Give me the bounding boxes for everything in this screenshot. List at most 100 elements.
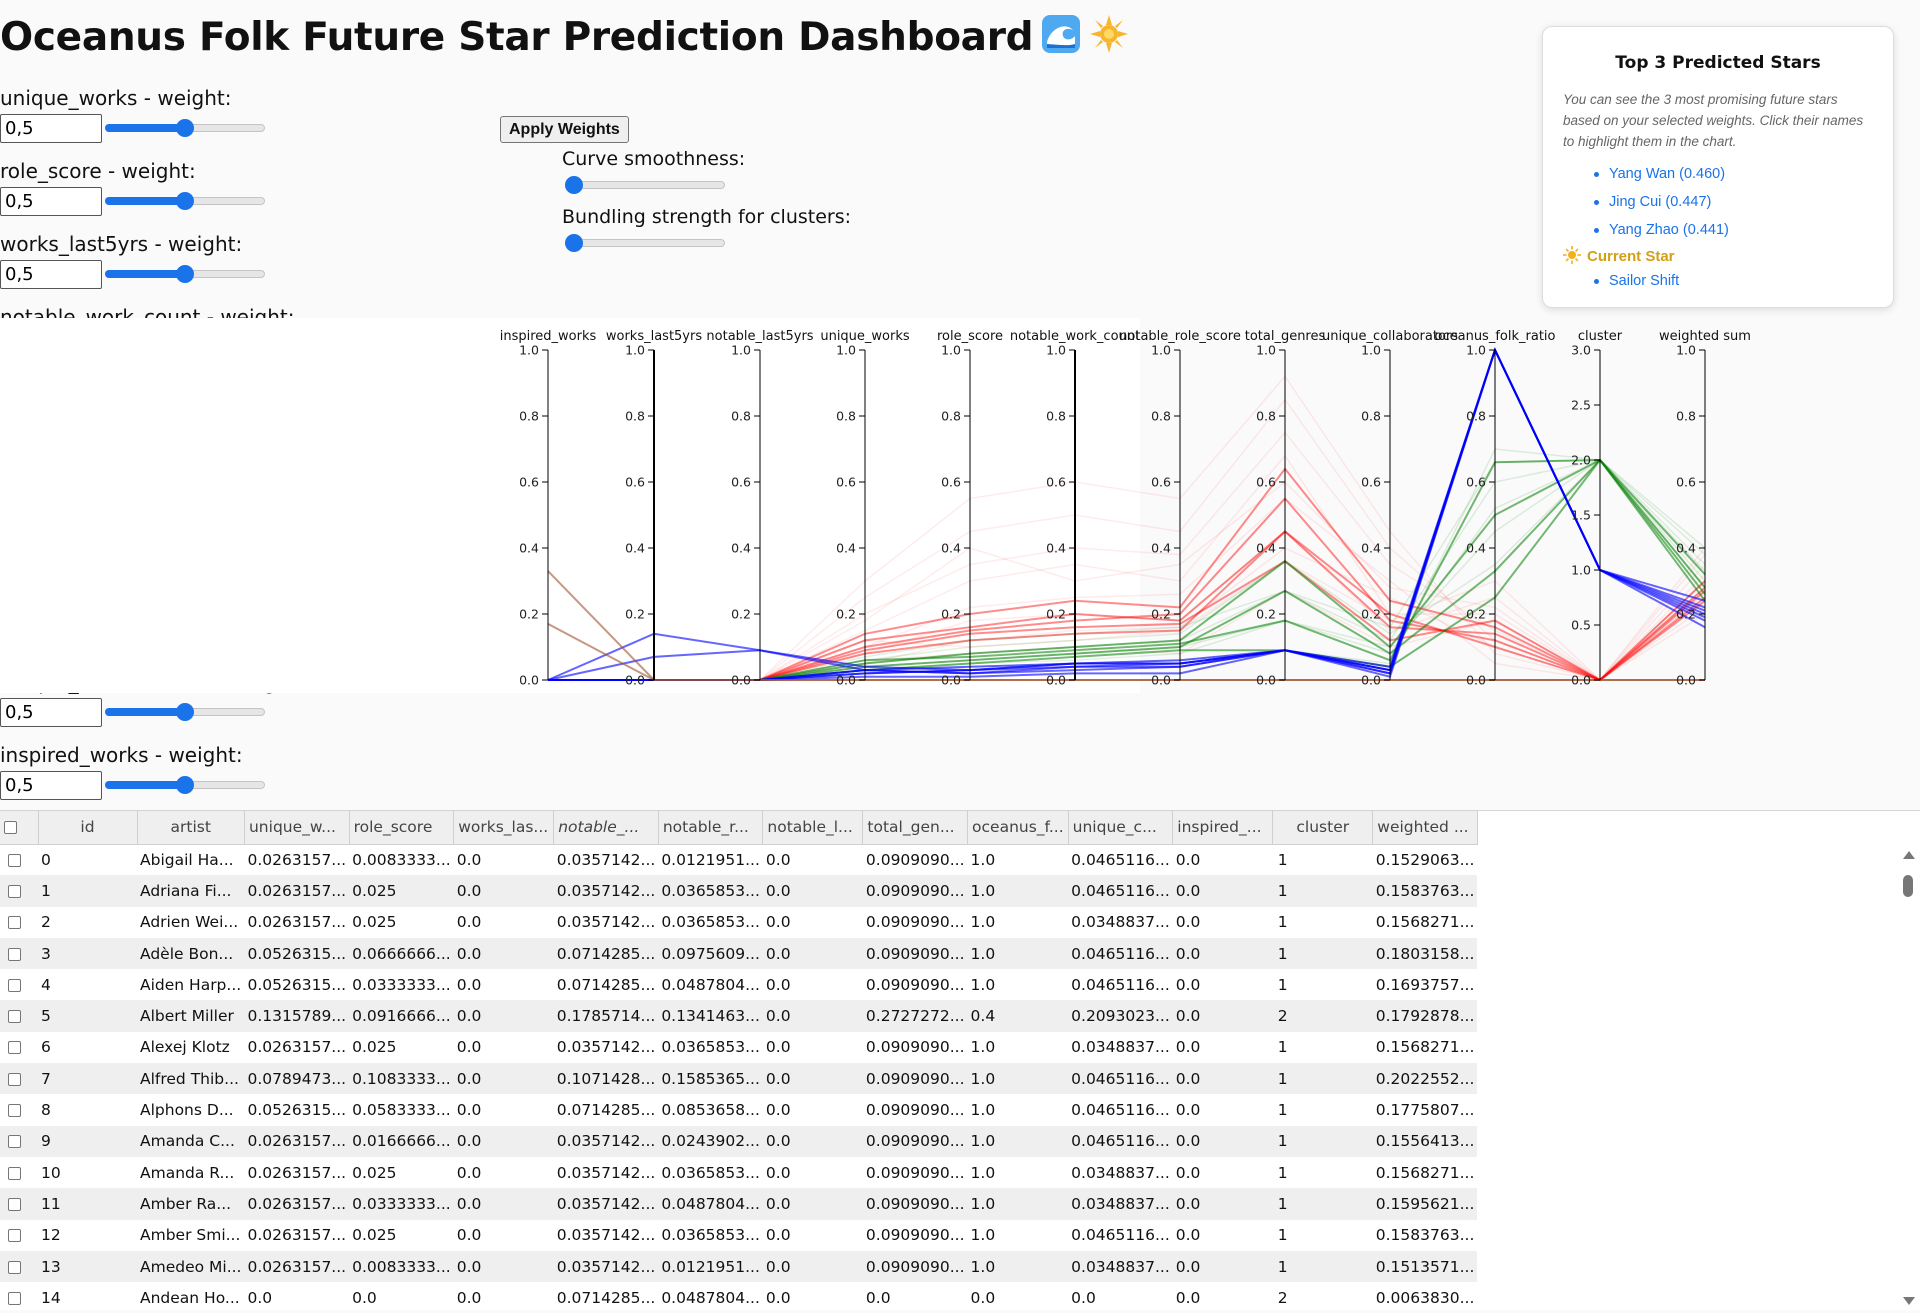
table-cell: 0.025 <box>352 913 397 932</box>
weight-input[interactable] <box>0 698 102 727</box>
slider-thumb[interactable] <box>176 703 194 721</box>
table-cell: Amanda C... <box>137 1125 245 1157</box>
table-row[interactable]: 3 Adèle Bon... 0.0526315... 0.0666666... 0.0… <box>0 937 1478 970</box>
table-row[interactable]: 12 Amber Smi... 0.0263157... 0.025 0.0 0.0357… <box>0 1220 1477 1251</box>
column-header[interactable]: id <box>38 811 138 845</box>
slider-thumb[interactable] <box>176 776 194 794</box>
table-cell: 1.0 <box>967 1063 1069 1095</box>
weight-slider[interactable] <box>105 264 265 284</box>
column-header[interactable]: role_score <box>349 811 455 845</box>
weight-label: works_last5yrs - weight: <box>0 232 243 256</box>
table-row[interactable]: 0 Abigail Ha... 0.0263157... 0.0083333... 0.… <box>0 844 1477 875</box>
row-checkbox[interactable] <box>8 978 21 992</box>
table-scrollbar[interactable] <box>1896 847 1920 1311</box>
row-checkbox[interactable] <box>8 1072 21 1086</box>
table-cell: 0.0 <box>762 937 863 970</box>
column-header[interactable]: unique_w... <box>244 811 350 845</box>
table-cell: 0.0 <box>762 875 863 907</box>
table-row[interactable]: 10 Amanda R... 0.0263157... 0.025 0.0 0.03571… <box>0 1157 1477 1188</box>
table-cell: 0.1568271... <box>1375 1038 1475 1057</box>
row-checkbox[interactable] <box>8 1166 21 1180</box>
table-row[interactable]: 9 Amanda C... 0.0263157... 0.0166666... 0.0 0… <box>0 1125 1478 1157</box>
tick-label: 1.0 <box>1361 343 1381 358</box>
tick-label: 0.2 <box>1466 607 1486 622</box>
tick-label: 0.0 <box>1571 673 1591 688</box>
row-checkbox[interactable] <box>8 853 21 867</box>
weight-slider[interactable] <box>105 118 265 138</box>
row-checkbox[interactable] <box>8 1041 21 1055</box>
row-checkbox[interactable] <box>8 916 21 930</box>
table-cell: Amber Ra... <box>137 1188 245 1220</box>
slider-thumb[interactable] <box>176 265 194 283</box>
column-header[interactable]: works_las... <box>453 811 555 845</box>
table-cell: 0.0465116... <box>1068 937 1173 970</box>
column-header[interactable]: inspired_... <box>1172 811 1274 845</box>
row-checkbox[interactable] <box>8 947 21 961</box>
row-select-cell <box>0 1282 38 1313</box>
curve-smoothness-slider[interactable] <box>565 175 725 195</box>
tick-label: 0.2 <box>836 607 856 622</box>
weight-slider[interactable] <box>105 191 265 211</box>
table-cell: 0.1529063... <box>1375 850 1475 869</box>
top-star-link[interactable]: Jing Cui (0.447) <box>1594 188 1893 216</box>
table-cell: 1 <box>1277 850 1288 869</box>
row-checkbox[interactable] <box>8 1135 21 1149</box>
row-select-cell <box>0 907 38 938</box>
slider-thumb[interactable] <box>565 176 583 194</box>
table-row[interactable]: 2 Adrien Wei... 0.0263157... 0.025 0.0 0.0357… <box>0 907 1477 938</box>
column-header[interactable]: weighted ... <box>1372 811 1478 845</box>
top-star-link[interactable]: Yang Zhao (0.441) <box>1594 216 1893 244</box>
column-header[interactable]: oceanus_f... <box>967 811 1069 845</box>
table-row[interactable]: 11 Amber Ra... 0.0263157... 0.0333333... 0.0… <box>0 1188 1478 1220</box>
tick-label: 0.8 <box>1256 409 1276 424</box>
row-checkbox[interactable] <box>8 1010 21 1024</box>
table-cell: Albert Miller <box>137 1000 245 1032</box>
scroll-up-arrow-icon[interactable] <box>1903 851 1915 859</box>
row-checkbox[interactable] <box>8 1260 21 1274</box>
column-header[interactable]: artist <box>137 811 245 845</box>
table-cell: 1 <box>1272 1188 1373 1220</box>
table-cell: 0.0 <box>765 1288 791 1307</box>
axis-title: notable_work_count <box>1010 329 1140 344</box>
table-cell: 0.0714285... <box>556 1288 656 1307</box>
select-all-checkbox[interactable] <box>4 821 17 835</box>
table-row[interactable]: 6 Alexej Klotz 0.0263157... 0.025 0.0 0.03571… <box>0 1032 1477 1063</box>
column-header[interactable]: total_gen... <box>862 811 969 845</box>
table-row[interactable]: 5 Albert Miller 0.1315789... 0.0916666... 0.… <box>0 1000 1478 1032</box>
top-star-link[interactable]: Yang Wan (0.460) <box>1594 160 1893 188</box>
column-header[interactable]: notable_l... <box>762 811 864 845</box>
table-row[interactable]: 13 Amedeo Mi... 0.0263157... 0.0083333... 0.… <box>0 1250 1478 1283</box>
slider-thumb[interactable] <box>565 234 583 252</box>
table-row[interactable]: 1 Adriana Fi... 0.0263157... 0.025 0.0 0.0357… <box>0 875 1478 907</box>
weight-input[interactable] <box>0 187 102 216</box>
row-checkbox[interactable] <box>8 1104 21 1118</box>
slider-thumb[interactable] <box>176 192 194 210</box>
bundling-strength-slider[interactable] <box>565 233 725 253</box>
table-row[interactable]: 4 Aiden Harp... 0.0526315... 0.0333333... 0.… <box>0 969 1477 1000</box>
scroll-down-arrow-icon[interactable] <box>1903 1297 1915 1305</box>
weight-input[interactable] <box>0 771 102 800</box>
table-cell: 0.0909090... <box>865 1163 965 1182</box>
weight-slider[interactable] <box>105 702 265 722</box>
apply-weights-button[interactable]: Apply Weights <box>500 116 629 143</box>
table-cell: 0.0789473... <box>244 1063 350 1095</box>
column-header[interactable]: notable_r... <box>658 811 764 845</box>
row-checkbox[interactable] <box>8 1291 21 1305</box>
table-row[interactable]: 8 Alphons D... 0.0526315... 0.0583333... 0.0… <box>0 1094 1477 1125</box>
table-row[interactable]: 14 Andean Ho... 0.0 0.0 0.0 0.0714285... 0.048… <box>0 1282 1477 1313</box>
column-header[interactable]: notable_... <box>553 811 659 845</box>
column-header[interactable]: unique_c... <box>1068 811 1174 845</box>
scroll-thumb[interactable] <box>1903 875 1913 897</box>
table-cell: 1.0 <box>967 1250 1069 1283</box>
row-checkbox[interactable] <box>8 884 21 898</box>
current-star-link[interactable]: Sailor Shift <box>1594 267 1893 295</box>
row-checkbox[interactable] <box>8 1197 21 1211</box>
weight-slider[interactable] <box>105 775 265 795</box>
column-header[interactable]: cluster <box>1272 811 1374 845</box>
table-row[interactable]: 7 Alfred Thib... 0.0789473... 0.1083333... 0… <box>0 1063 1478 1095</box>
weight-input[interactable] <box>0 114 102 143</box>
weight-input[interactable] <box>0 260 102 289</box>
row-checkbox[interactable] <box>8 1229 21 1243</box>
table-cell: 3 <box>38 937 137 970</box>
slider-thumb[interactable] <box>176 119 194 137</box>
